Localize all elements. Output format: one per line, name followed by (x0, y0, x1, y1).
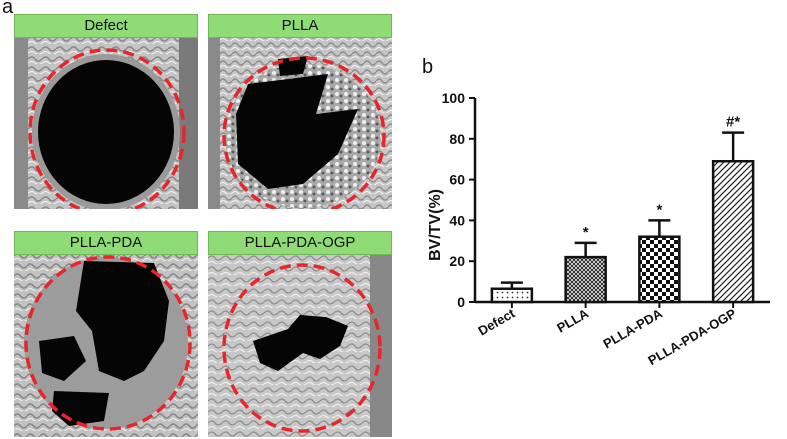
y-tick-label: 20 (449, 253, 465, 269)
x-tick-label: PLLA (554, 305, 591, 335)
chart-bars: * * #* (490, 114, 755, 304)
panel-label-a: a (2, 0, 14, 18)
x-tick-label: Defect (475, 305, 517, 338)
plla-outline-circle (222, 56, 386, 209)
defect-outline-circle (28, 48, 186, 209)
image-label-defect: Defect (14, 14, 198, 38)
image-label-plla-pda-ogp: PLLA-PDA-OGP (208, 231, 392, 255)
bar (564, 255, 607, 304)
significance-marker: * (656, 201, 662, 218)
y-tick-label: 100 (442, 90, 466, 106)
y-tick-label: 80 (449, 131, 465, 147)
micro-ct-image-plla-pda: PLLA-PDA (14, 231, 198, 437)
y-tick-label: 0 (457, 294, 465, 310)
significance-marker: * (583, 224, 589, 241)
panel-label-b: b (422, 56, 434, 78)
y-axis-label: BV/TV(%) (427, 189, 444, 261)
plla-pda-ogp-scan-graphic (208, 231, 392, 437)
micro-ct-image-plla: PLLA (208, 14, 392, 209)
image-label-plla: PLLA (208, 14, 392, 38)
x-tick-label: PLLA-PDA (600, 305, 665, 351)
significance-marker: #* (726, 114, 740, 131)
bar (490, 287, 534, 304)
bar (711, 159, 755, 304)
image-label-plla-pda: PLLA-PDA (14, 231, 198, 255)
plla-pda-ogp-outline-circle (222, 263, 382, 433)
plla-pda-outline-circle (24, 255, 192, 431)
micro-ct-image-defect: Defect (14, 14, 198, 209)
plla-pda-scan-graphic (14, 231, 198, 437)
plla-scan-graphic (208, 14, 392, 209)
y-tick-label: 60 (449, 172, 465, 188)
defect-scan-graphic (14, 14, 198, 209)
y-tick-label: 40 (449, 212, 465, 228)
bar (638, 235, 681, 304)
micro-ct-image-plla-pda-ogp: PLLA-PDA-OGP (208, 231, 392, 437)
